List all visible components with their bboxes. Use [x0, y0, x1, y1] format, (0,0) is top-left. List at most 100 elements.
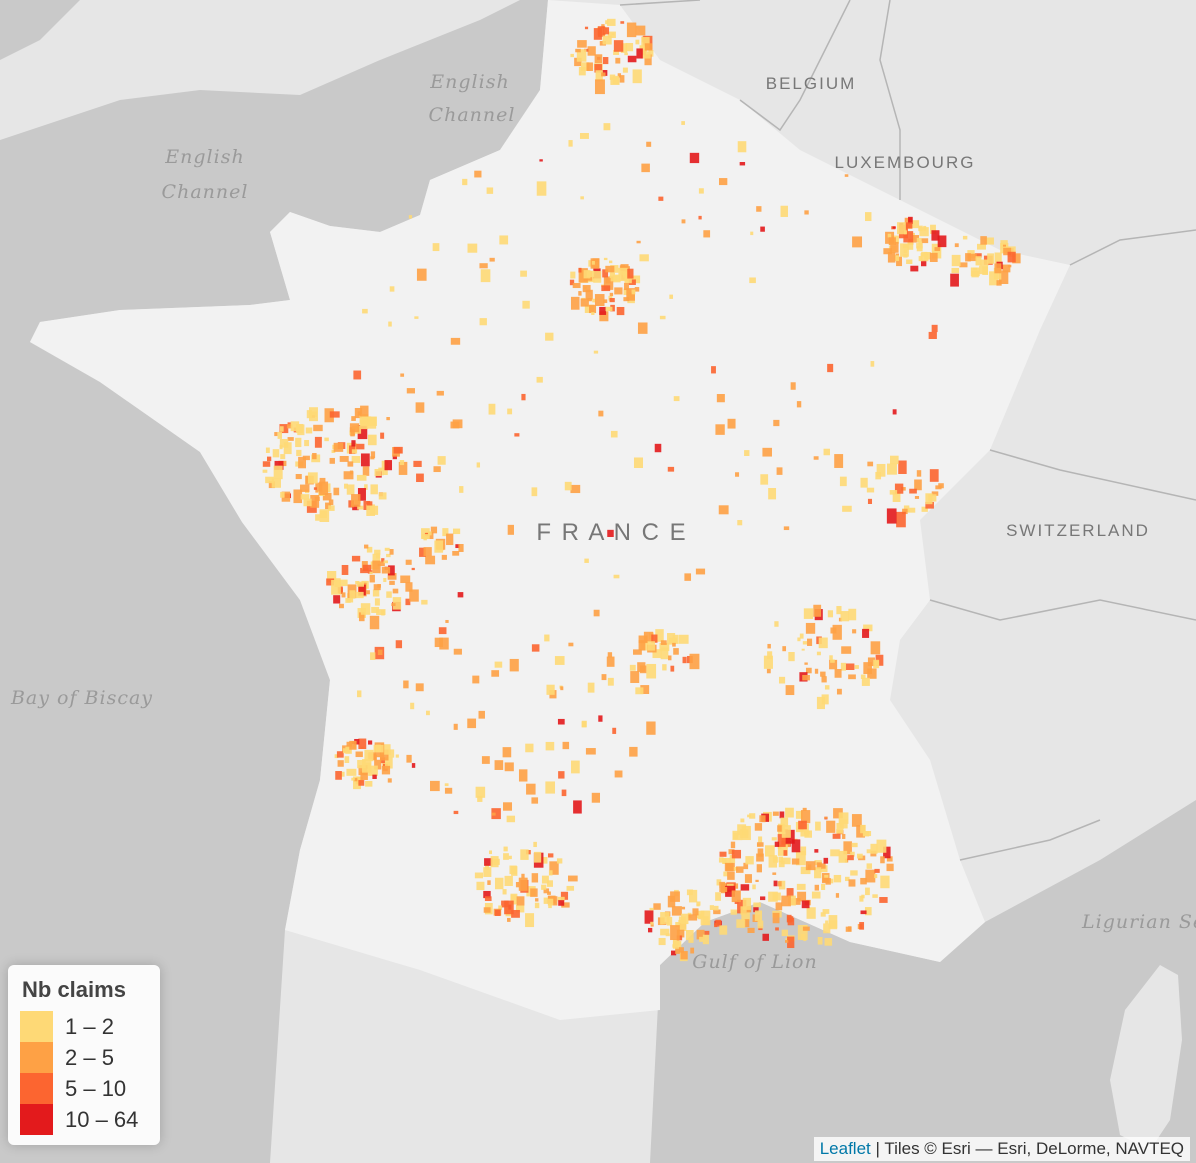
claim-area	[356, 474, 367, 481]
claim-area	[376, 553, 380, 559]
claim-area	[921, 238, 929, 244]
claim-area	[570, 296, 580, 310]
claim-area	[802, 641, 808, 645]
claim-area	[302, 455, 310, 461]
claim-area	[351, 777, 355, 781]
claim-area	[353, 370, 362, 380]
claim-area	[638, 640, 646, 651]
claim-area	[829, 655, 833, 660]
claim-area	[676, 929, 685, 938]
claim-area	[337, 760, 344, 767]
claim-area	[419, 547, 426, 557]
claim-area	[423, 547, 432, 556]
claim-area	[887, 463, 897, 475]
claim-area	[392, 454, 397, 460]
claim-area	[571, 760, 580, 774]
claim-area	[574, 57, 582, 67]
claim-area	[331, 579, 341, 595]
claim-area	[403, 680, 409, 689]
claim-area	[797, 637, 801, 642]
claim-area	[825, 878, 831, 885]
claim-area	[633, 457, 644, 469]
claim-area	[357, 411, 361, 416]
claim-area	[304, 440, 310, 447]
claim-area	[548, 870, 553, 876]
claim-area	[483, 907, 491, 913]
claim-area	[775, 902, 783, 911]
claim-area	[813, 456, 819, 460]
claim-area	[836, 829, 844, 834]
claim-area	[367, 740, 373, 745]
claim-area	[506, 815, 516, 823]
claim-area	[861, 894, 865, 899]
claim-area	[678, 919, 687, 931]
claim-area	[756, 853, 764, 862]
claim-area	[689, 889, 698, 903]
claim-area	[503, 846, 508, 852]
claim-area	[437, 456, 446, 465]
claim-area	[322, 492, 332, 501]
claim-area	[344, 483, 348, 489]
claim-area	[680, 951, 688, 960]
claim-area	[510, 894, 516, 900]
claim-area	[462, 178, 468, 186]
claim-area	[864, 907, 872, 916]
claim-area	[692, 908, 699, 916]
claim-area	[1007, 264, 1012, 268]
claim-area	[309, 407, 318, 422]
claim-area	[874, 874, 878, 879]
claim-area	[507, 917, 511, 922]
leaflet-link[interactable]: Leaflet	[819, 1139, 871, 1158]
claim-area	[782, 646, 787, 652]
claim-area	[894, 483, 904, 494]
claim-area	[324, 437, 329, 442]
claim-area	[582, 285, 591, 293]
claim-area	[610, 304, 615, 312]
claim-area	[903, 249, 907, 254]
claim-area	[754, 823, 763, 831]
claim-area	[630, 671, 640, 683]
claim-area	[865, 212, 872, 222]
claim-area	[476, 462, 481, 468]
claim-area	[491, 670, 500, 677]
claim-area	[670, 665, 675, 672]
claim-area	[374, 469, 382, 477]
claim-area	[504, 875, 513, 886]
claim-area	[609, 292, 614, 297]
claim-area	[773, 419, 780, 427]
claim-area	[845, 663, 855, 671]
claim-area	[536, 181, 547, 196]
claim-area	[441, 554, 447, 560]
claim-area	[840, 611, 850, 622]
claim-area	[587, 298, 592, 302]
claim-area	[886, 508, 897, 524]
claim-area	[609, 298, 615, 303]
claim-area	[757, 848, 764, 857]
claim-area	[951, 267, 960, 274]
claim-area	[777, 844, 788, 856]
claim-area	[384, 547, 390, 551]
legend-swatch	[20, 1104, 53, 1135]
claim-area	[587, 46, 596, 56]
claim-area	[672, 642, 676, 647]
claim-area	[578, 66, 586, 76]
claim-area	[357, 488, 366, 501]
claim-area	[499, 235, 509, 245]
claim-area	[814, 668, 819, 674]
claim-area	[852, 236, 863, 248]
claim-area	[821, 676, 827, 683]
claim-area	[733, 883, 739, 889]
claim-area	[609, 275, 618, 282]
claim-area	[405, 559, 412, 565]
claim-area	[313, 487, 317, 490]
claim-area	[432, 243, 440, 252]
claim-area	[916, 243, 923, 249]
claim-area	[333, 595, 341, 604]
claim-area	[368, 765, 378, 776]
claim-area	[880, 875, 890, 889]
claim-area	[804, 662, 808, 665]
claim-area	[646, 663, 657, 679]
claim-area	[974, 253, 982, 258]
claim-area	[623, 297, 630, 302]
claim-area	[987, 253, 994, 264]
